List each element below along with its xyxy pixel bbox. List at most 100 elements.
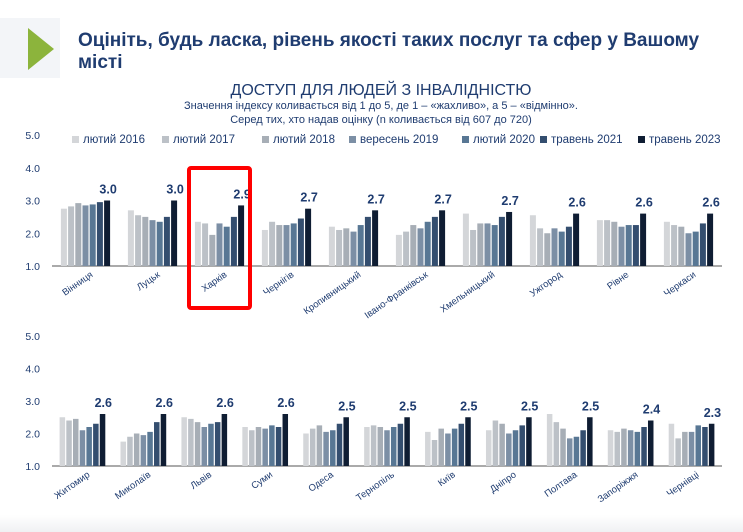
legend-swatch <box>262 136 269 143</box>
legend-label: лютий 2020 <box>473 134 535 146</box>
data-label: 2.9 <box>233 187 250 201</box>
bar <box>343 228 350 266</box>
legend-swatch <box>540 136 547 143</box>
bar <box>282 414 289 466</box>
bar <box>397 423 404 466</box>
bar <box>79 430 86 466</box>
bar <box>238 205 245 266</box>
bar <box>171 200 178 266</box>
bar <box>350 231 357 266</box>
bar <box>154 422 160 466</box>
category-label: Ужгород <box>528 269 565 299</box>
bar <box>377 427 384 466</box>
bar <box>565 226 572 266</box>
bar <box>529 215 536 266</box>
bar <box>458 423 465 466</box>
legend-label: травень 2021 <box>551 134 623 146</box>
bar <box>445 433 451 466</box>
category-label: Чернівці <box>665 469 702 499</box>
bar <box>269 221 276 266</box>
bar <box>678 226 685 266</box>
bar <box>546 414 553 466</box>
bar <box>611 221 618 266</box>
bar <box>336 423 343 466</box>
data-label: 2.6 <box>216 396 233 410</box>
bar <box>692 231 699 266</box>
legend-label: вересень 2019 <box>360 134 438 146</box>
bar <box>491 225 498 266</box>
bar <box>551 228 558 266</box>
data-label: 2.4 <box>643 403 660 417</box>
legend-swatch <box>162 136 169 143</box>
bar <box>160 414 167 466</box>
bar <box>323 431 329 466</box>
bar <box>60 208 67 266</box>
data-label: 2.7 <box>300 191 317 205</box>
bar <box>425 431 431 466</box>
category-label: Львів <box>189 469 214 491</box>
category-label: Дніпро <box>488 469 518 495</box>
legend-label: лютий 2017 <box>173 134 235 146</box>
bar <box>249 430 255 466</box>
bar <box>73 418 79 466</box>
bar <box>147 431 153 466</box>
bar <box>343 417 349 466</box>
legend-label: лютий 2016 <box>83 134 145 146</box>
bar <box>621 428 627 466</box>
bar <box>699 223 706 266</box>
data-label: 2.5 <box>582 399 599 413</box>
bar <box>695 425 701 466</box>
bar <box>384 430 390 466</box>
bar <box>201 427 208 466</box>
bar <box>566 438 573 466</box>
data-label: 2.6 <box>702 196 719 210</box>
bar <box>404 417 410 466</box>
category-label: Тернопіль <box>354 469 396 503</box>
bar <box>438 428 444 466</box>
bar <box>580 430 586 466</box>
data-label: 2.5 <box>338 399 355 413</box>
bar <box>558 231 565 266</box>
bar <box>370 425 377 466</box>
legend-swatch <box>462 136 469 143</box>
bar <box>671 225 678 266</box>
legend-swatch <box>72 136 79 143</box>
bar <box>506 433 512 466</box>
chart-subtitle-2: Серед тих, хто надав оцінку (n коливаєть… <box>230 114 532 126</box>
bar <box>675 438 681 466</box>
y-tick-label: 3.0 <box>25 396 40 408</box>
bar <box>208 423 214 466</box>
data-label: 2.6 <box>277 396 294 410</box>
y-tick-label: 1.0 <box>25 461 40 473</box>
data-label: 2.7 <box>434 192 451 206</box>
category-label: Запоріжжя <box>596 469 641 505</box>
bar <box>439 210 446 266</box>
category-label: Рівне <box>605 269 631 292</box>
legend: лютий 2016 лютий 2017 лютий 2018 вересень 2… <box>72 134 721 146</box>
bar <box>431 216 438 266</box>
y-tick-label: 5.0 <box>25 130 40 142</box>
bar <box>316 425 323 466</box>
category-label: Черкаси <box>662 269 698 299</box>
y-tick-label: 4.0 <box>25 364 40 376</box>
data-label: 2.7 <box>501 194 518 208</box>
bar <box>668 423 675 466</box>
y-tick-label: 3.0 <box>25 196 40 208</box>
bar <box>127 436 133 466</box>
bar <box>484 223 491 266</box>
chart-subtitle-1: Значення індексу коливається від 1 до 5,… <box>184 100 578 112</box>
bar <box>194 221 201 266</box>
bar <box>188 418 194 466</box>
bar <box>149 220 156 266</box>
data-label: 2.7 <box>367 192 384 206</box>
bar <box>573 436 580 466</box>
bar <box>614 431 620 466</box>
data-label: 3.0 <box>166 183 183 197</box>
category-label: Одеса <box>307 469 337 495</box>
bar <box>255 427 262 466</box>
data-label: 2.5 <box>521 399 538 413</box>
bar <box>640 213 647 266</box>
bar <box>632 225 639 266</box>
bar <box>607 430 614 466</box>
bar <box>485 430 492 466</box>
